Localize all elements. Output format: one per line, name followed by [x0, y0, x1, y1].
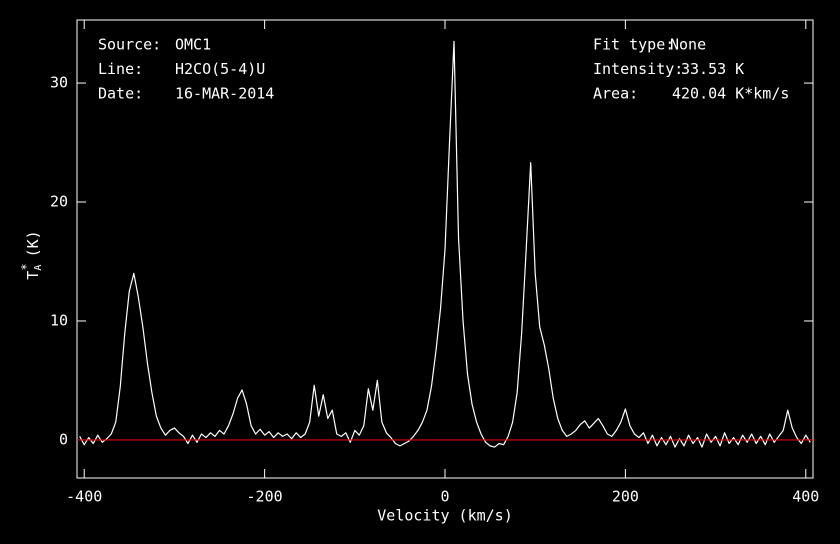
info-value: OMC1 — [175, 36, 211, 54]
x-tick-label: -400 — [66, 488, 102, 506]
x-tick-label: 400 — [792, 488, 819, 506]
info-label: Line: — [98, 60, 143, 78]
y-tick-label: 10 — [50, 311, 68, 329]
x-tick-label: -200 — [247, 488, 283, 506]
spectrum-line — [79, 40, 811, 448]
info-label: Intensity: — [593, 60, 683, 78]
y-tick-label: 30 — [50, 74, 68, 92]
y-label-symbol: T — [24, 271, 42, 280]
info-value: None — [670, 36, 706, 54]
info-label: Area: — [593, 85, 638, 103]
y-tick-label: 20 — [50, 193, 68, 211]
x-tick-label: 0 — [440, 488, 449, 506]
y-label-unit: (K) — [24, 230, 42, 257]
y-tick-label: 0 — [59, 430, 68, 448]
y-axis-label: TA* (K) — [19, 230, 45, 279]
y-label-subscript: A — [33, 265, 44, 271]
y-label-superscript: * — [19, 263, 33, 270]
x-tick-label: 200 — [612, 488, 639, 506]
info-label: Date: — [98, 85, 143, 103]
x-axis-label: Velocity (km/s) — [377, 507, 512, 525]
info-value: 33.53 K — [681, 60, 744, 78]
info-label: Source: — [98, 36, 161, 54]
info-value: 420.04 K*km/s — [672, 85, 789, 103]
info-label: Fit type: — [593, 36, 674, 54]
info-value: 16-MAR-2014 — [175, 85, 274, 103]
info-value: H2CO(5-4)U — [175, 60, 265, 78]
